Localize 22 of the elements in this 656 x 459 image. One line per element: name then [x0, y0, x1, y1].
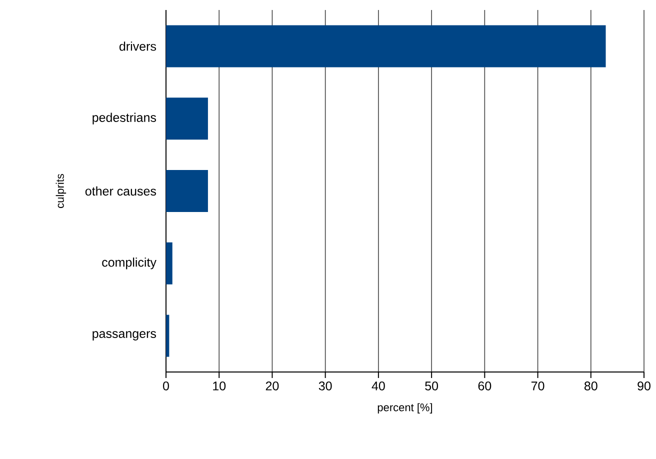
- x-tick-label: 70: [531, 382, 544, 390]
- x-tick-label: 60: [478, 382, 492, 390]
- y-tick-label: passangers: [92, 331, 156, 340]
- x-tick-label: 80: [584, 382, 598, 390]
- x-tick-label: 50: [425, 382, 438, 390]
- y-axis-title: culprits: [56, 174, 66, 208]
- y-tick-label: other causes: [85, 186, 156, 196]
- y-tick-label: complicity: [102, 258, 156, 270]
- x-tick-label: 30: [318, 382, 332, 390]
- x-axis-title: percent [%]: [378, 403, 432, 414]
- x-tick-label: 40: [372, 382, 385, 390]
- bar: [166, 242, 172, 284]
- y-tick-label: pedestrians: [92, 112, 156, 124]
- x-tick-label: 0: [163, 382, 169, 390]
- y-tick-label: drivers: [120, 42, 156, 51]
- bar: [166, 170, 208, 212]
- x-tick-label: 90: [638, 382, 650, 390]
- bar: [166, 25, 606, 68]
- bar: [166, 314, 170, 357]
- bar: [166, 98, 208, 140]
- x-tick-label: 20: [266, 382, 279, 390]
- x-tick-label: 10: [213, 382, 226, 390]
